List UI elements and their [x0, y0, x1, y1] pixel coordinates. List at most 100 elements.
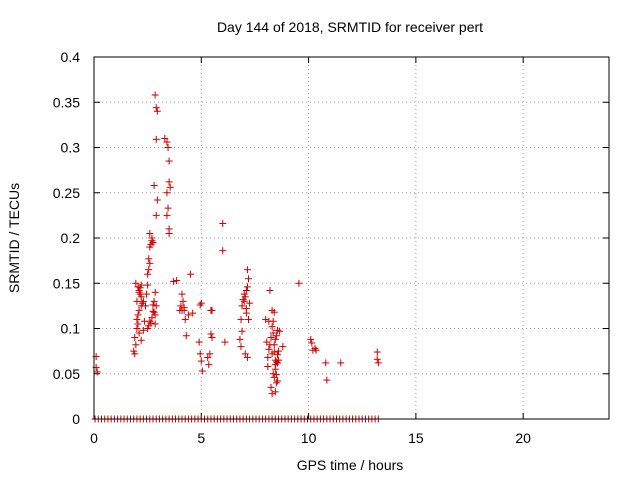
data-point [196, 301, 204, 309]
data-point [180, 304, 188, 312]
data-point [312, 346, 320, 354]
data-point [152, 211, 160, 219]
data-point [131, 350, 139, 358]
data-point [268, 323, 276, 331]
data-point [198, 367, 206, 375]
data-point [151, 288, 159, 296]
data-point [139, 326, 147, 334]
data-point [164, 204, 172, 212]
x-tick-label: 20 [515, 430, 531, 446]
data-point [152, 135, 160, 143]
chart-title: Day 144 of 2018, SRMTID for receiver per… [217, 19, 483, 35]
x-tick-label: 0 [90, 430, 98, 446]
data-point [219, 220, 227, 228]
data-point [152, 302, 160, 310]
data-point [142, 302, 149, 310]
data-point [311, 344, 319, 352]
data-point [178, 290, 186, 298]
data-point [322, 359, 330, 367]
data-point [264, 363, 272, 371]
data-point [149, 307, 157, 315]
data-point [195, 338, 203, 346]
y-tick-label: 0.05 [53, 366, 80, 382]
data-point [246, 299, 254, 307]
data-point [134, 320, 142, 328]
data-point [207, 306, 215, 314]
data-point [181, 315, 189, 323]
data-point [197, 357, 205, 365]
data-point [144, 270, 152, 278]
data-point [151, 311, 159, 319]
data-point [150, 182, 158, 190]
data-point [206, 350, 214, 358]
data-point [146, 229, 154, 237]
data-point [238, 302, 246, 310]
data-point [323, 376, 331, 384]
data-point [197, 299, 205, 307]
data-point [245, 275, 252, 283]
data-point [151, 91, 159, 99]
data-point [373, 348, 381, 356]
data-point [148, 237, 156, 245]
y-tick-label: 0.1 [61, 321, 81, 337]
data-point [132, 279, 140, 287]
data-point [166, 183, 174, 191]
y-tick-label: 0.2 [61, 230, 81, 246]
data-point [152, 104, 160, 112]
data-point [268, 390, 276, 398]
data-point [271, 335, 279, 343]
y-tick-label: 0 [72, 411, 80, 427]
data-point [204, 353, 212, 361]
data-point [243, 353, 251, 361]
data-point [151, 320, 159, 328]
axis-ticks: 0 0.05 0.1 0.15 0.2 0.25 0.3 0.35 0.4 0 5 10 15 20 [53, 49, 609, 446]
data-point [164, 144, 172, 151]
data-point [165, 229, 173, 237]
data-point [275, 347, 283, 355]
data-point [163, 189, 171, 197]
data-point [237, 343, 245, 351]
data-point [243, 283, 251, 291]
data-point [133, 325, 141, 332]
data-point [131, 334, 139, 342]
data-point [219, 247, 227, 255]
data-point [153, 196, 161, 204]
data-point [374, 359, 382, 367]
data-point [268, 306, 276, 314]
data-point [187, 270, 195, 278]
y-tick-label: 0.15 [53, 275, 80, 291]
data-point [276, 327, 284, 335]
data-point [245, 315, 252, 323]
x-axis-label: GPS time / hours [297, 457, 404, 473]
data-point [243, 266, 251, 274]
data-point [163, 138, 171, 146]
data-point [272, 379, 280, 387]
data-point [265, 317, 273, 325]
data-point [137, 336, 145, 344]
data-point [270, 348, 278, 356]
data-point [242, 286, 250, 294]
data-point [137, 281, 145, 289]
data-point [241, 350, 249, 358]
data-point [205, 361, 213, 369]
data-point [153, 107, 161, 115]
data-point [221, 338, 229, 346]
data-point [136, 290, 144, 298]
x-tick-label: 15 [408, 430, 424, 446]
y-tick-label: 0.25 [53, 185, 80, 201]
data-point [149, 239, 157, 247]
data-point [184, 311, 192, 319]
data-point [145, 266, 153, 274]
data-point [182, 332, 190, 340]
data-point [270, 373, 278, 381]
data-point [271, 365, 279, 373]
data-point [208, 334, 216, 342]
data-point [132, 341, 140, 349]
data-point [146, 259, 154, 267]
data-point [270, 341, 278, 349]
data-point [267, 383, 275, 391]
data-point [147, 319, 155, 327]
data-point [240, 297, 248, 305]
data-point [237, 315, 245, 323]
